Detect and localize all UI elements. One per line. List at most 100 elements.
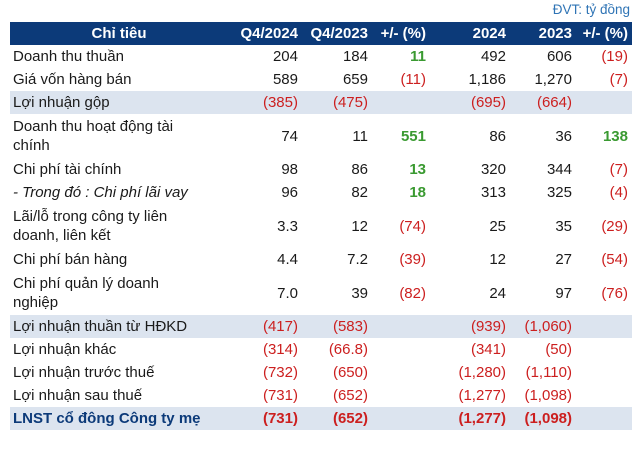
table-row: Lợi nhuận khác (314) (66.8) (341) (50) bbox=[10, 338, 632, 361]
cell-quarter-change bbox=[372, 407, 430, 430]
cell-2023: 606 bbox=[546, 48, 572, 65]
header-q4-2023: Q4/2023 bbox=[302, 22, 372, 45]
row-label-line1: Lãi/lỗ trong công ty liên bbox=[13, 208, 168, 225]
table-row: Lợi nhuận trước thuế (732) (650) (1,280)… bbox=[10, 361, 632, 384]
cell-quarter-change: 18 bbox=[409, 184, 426, 201]
row-label: Chi phí bán hàng bbox=[13, 251, 128, 268]
unit-note: ĐVT: tỷ đồng bbox=[552, 2, 630, 17]
row-label-line2: doanh, liên kết bbox=[13, 227, 111, 244]
table-row: Giá vốn hàng bán 589 659 (11) 1,186 1,27… bbox=[10, 68, 632, 91]
cell-q4-2024: 7.0 bbox=[277, 284, 298, 302]
cell-quarter-change: 13 bbox=[409, 161, 426, 178]
row-label: LNST cổ đông Công ty mẹ bbox=[10, 407, 228, 430]
cell-quarter-change: (82) bbox=[399, 284, 426, 302]
cell-q4-2023: (652) bbox=[302, 407, 372, 430]
cell-2024: (695) bbox=[436, 91, 510, 114]
cell-2024: 492 bbox=[480, 48, 506, 65]
cell-year-change: (4) bbox=[609, 184, 628, 201]
cell-2024: 320 bbox=[480, 161, 506, 178]
row-label-line1: Chi phí quản lý doanh bbox=[13, 275, 159, 292]
cell-2023: (1,098) bbox=[510, 407, 576, 430]
cell-q4-2023: 659 bbox=[342, 71, 368, 88]
cell-q4-2023: 11 bbox=[352, 127, 368, 145]
cell-2024: 12 bbox=[489, 251, 506, 268]
table-row: - Trong đó : Chi phí lãi vay 96 82 18 31… bbox=[10, 181, 632, 204]
cell-q4-2023: (652) bbox=[332, 387, 368, 404]
cell-2023: 1,270 bbox=[534, 71, 572, 88]
cell-q4-2023: 86 bbox=[351, 161, 368, 178]
cell-q4-2023: (650) bbox=[332, 364, 368, 381]
row-label-line1: Doanh thu hoạt động tài bbox=[13, 118, 174, 135]
cell-q4-2024: (732) bbox=[262, 364, 298, 381]
cell-2023: 97 bbox=[555, 284, 572, 302]
cell-q4-2024: (731) bbox=[262, 387, 298, 404]
cell-quarter-change bbox=[372, 338, 430, 361]
cell-q4-2023: (583) bbox=[302, 315, 372, 338]
cell-quarter-change: (74) bbox=[399, 217, 426, 235]
cell-2023: (1,060) bbox=[510, 315, 576, 338]
cell-q4-2023: 12 bbox=[351, 217, 368, 235]
cell-2024: (341) bbox=[470, 341, 506, 358]
cell-q4-2024: 204 bbox=[272, 48, 298, 65]
cell-year-change: (19) bbox=[601, 48, 628, 65]
row-label: Lợi nhuận khác bbox=[13, 341, 117, 358]
cell-2023: (50) bbox=[545, 341, 572, 358]
cell-2024: (1,277) bbox=[458, 387, 506, 404]
row-label: Chi phí tài chính bbox=[13, 161, 122, 178]
cell-2023: 325 bbox=[546, 184, 572, 201]
row-label: Chi phí quản lý doanh nghiệp bbox=[10, 271, 228, 315]
cell-q4-2023: 7.2 bbox=[347, 251, 368, 268]
cell-2024: (1,280) bbox=[458, 364, 506, 381]
cell-quarter-change: (11) bbox=[400, 71, 426, 88]
header-2023: 2023 bbox=[510, 22, 576, 45]
cell-quarter-change bbox=[372, 384, 430, 407]
cell-q4-2024: (731) bbox=[228, 407, 302, 430]
table-row: Lãi/lỗ trong công ty liên doanh, liên kết… bbox=[10, 204, 632, 248]
cell-q4-2024: 4.4 bbox=[277, 251, 298, 268]
cell-q4-2023: 184 bbox=[342, 48, 368, 65]
row-label-line2: chính bbox=[13, 137, 50, 154]
cell-year-change bbox=[576, 361, 632, 384]
cell-quarter-change bbox=[372, 91, 430, 114]
cell-q4-2023: (66.8) bbox=[328, 341, 368, 358]
cell-year-change: (54) bbox=[601, 251, 628, 268]
row-label-line2: nghiệp bbox=[13, 294, 59, 311]
cell-q4-2024: 74 bbox=[281, 127, 298, 145]
table-row: Lợi nhuận thuần từ HĐKD (417) (583) (939… bbox=[10, 315, 632, 338]
table-header-row: Chỉ tiêu Q4/2024 Q4/2023 +/- (%) 2024 20… bbox=[10, 22, 632, 45]
cell-2024: 86 bbox=[489, 127, 506, 145]
table-row: Doanh thu thuần 204 184 11 492 606 (19) bbox=[10, 45, 632, 68]
cell-q4-2024: 96 bbox=[281, 184, 298, 201]
cell-2023: (664) bbox=[510, 91, 576, 114]
row-label: Lợi nhuận gộp bbox=[10, 91, 228, 114]
cell-quarter-change: 551 bbox=[400, 127, 426, 145]
cell-2023: 27 bbox=[555, 251, 572, 268]
cell-2024: (939) bbox=[436, 315, 510, 338]
cell-2024: 313 bbox=[480, 184, 506, 201]
cell-q4-2024: (314) bbox=[262, 341, 298, 358]
cell-year-change: (29) bbox=[601, 217, 628, 235]
cell-year-change bbox=[576, 91, 632, 114]
header-q4-2024: Q4/2024 bbox=[228, 22, 302, 45]
cell-quarter-change: (39) bbox=[399, 251, 426, 268]
cell-2023: 344 bbox=[546, 161, 572, 178]
header-quarter-change: +/- (%) bbox=[372, 22, 430, 45]
cell-q4-2024: 589 bbox=[272, 71, 298, 88]
row-label: Doanh thu hoạt động tài chính bbox=[10, 114, 228, 158]
cell-2024: 1,186 bbox=[468, 71, 506, 88]
header-gap bbox=[430, 22, 436, 45]
table-row: Lợi nhuận sau thuế (731) (652) (1,277) (… bbox=[10, 384, 632, 407]
row-label: Lợi nhuận trước thuế bbox=[13, 364, 155, 381]
row-label: Lợi nhuận sau thuế bbox=[13, 387, 143, 404]
cell-year-change bbox=[576, 315, 632, 338]
cell-2024: (1,277) bbox=[436, 407, 510, 430]
row-label: Giá vốn hàng bán bbox=[13, 71, 132, 88]
cell-2024: 25 bbox=[489, 217, 506, 235]
cell-2024: 24 bbox=[489, 284, 506, 302]
cell-quarter-change: 11 bbox=[410, 48, 426, 65]
cell-2023: (1,098) bbox=[524, 387, 572, 404]
row-label: Doanh thu thuần bbox=[13, 48, 124, 65]
cell-year-change bbox=[576, 384, 632, 407]
cell-year-change: (7) bbox=[609, 71, 628, 88]
